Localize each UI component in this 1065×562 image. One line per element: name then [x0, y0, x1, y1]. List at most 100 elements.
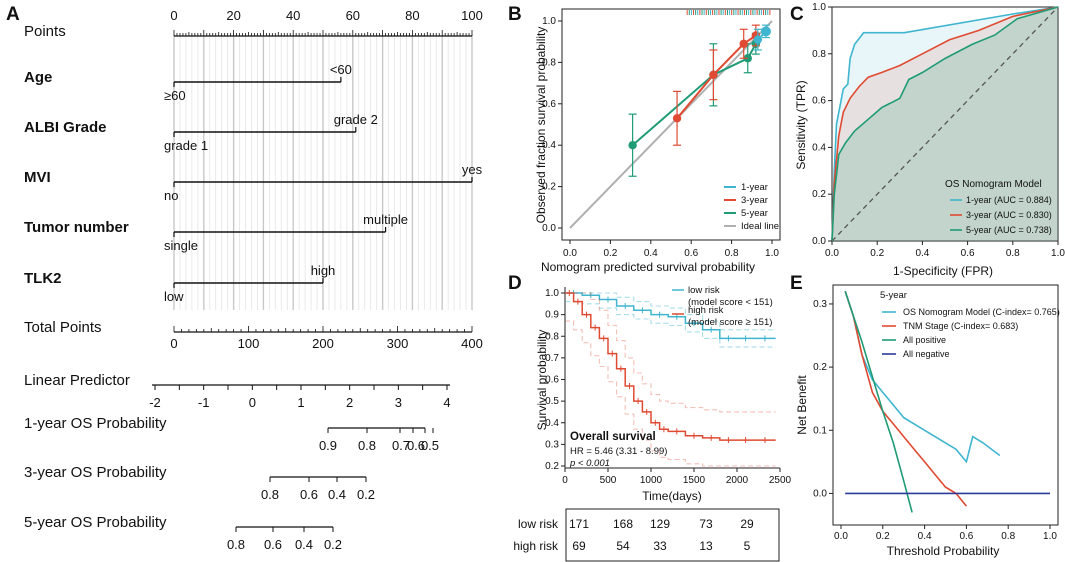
calibration-point — [760, 26, 771, 37]
panel-c-roc: C 0.00.0 0.2 0.2 0.4 0.4 0.6 0.6 0.8 0.8 1.0 1.0 1-S… — [790, 2, 1065, 278]
probability-tick-label: 0.2 — [324, 537, 342, 552]
y-tick-label: 0.2 — [813, 362, 827, 373]
hr-annotation: HR = 5.46 (3.31 - 8.99) — [570, 446, 667, 457]
panel-d-kaplan-meier: D 0.2 0.3 0.4 0.5 0.6 0.7 0.8 0.9 1.0 0 500 1000 1500… — [508, 273, 792, 562]
y-tick-label: 0.6 — [812, 96, 826, 107]
y-tick-label: 0.8 — [812, 49, 826, 60]
legend-label: 3-year (AUC = 0.830) — [966, 210, 1052, 220]
risk-table-count: 13 — [699, 539, 713, 553]
y-tick-label: 0.0 — [812, 236, 826, 247]
y-tick-label: 1.0 — [545, 288, 559, 299]
level-label: low — [164, 289, 184, 304]
row-label: TLK2 — [24, 270, 62, 287]
level-label: single — [164, 238, 198, 253]
row-label: MVI — [24, 169, 51, 186]
total-points-tick-label: 0 — [170, 336, 177, 351]
total-points-tick-label: 400 — [461, 336, 483, 351]
row-label: 1-year OS Probability — [24, 415, 167, 432]
calibration-point — [739, 39, 748, 48]
net-benefit-curve — [844, 291, 913, 513]
legend-title: 5-year — [880, 290, 907, 301]
y-tick-label: 0.4 — [812, 142, 826, 153]
probability-tick-label: 0.9 — [319, 438, 337, 453]
legend-title: OS Nomogram Model — [945, 179, 1042, 190]
x-tick-label: 0.4 — [918, 531, 932, 542]
points-tick-label: 40 — [286, 8, 300, 23]
calibration-line — [631, 43, 757, 146]
x-tick-label: 0.0 — [825, 248, 839, 259]
x-tick-label: 0.4 — [915, 248, 929, 259]
roc-curve — [831, 6, 1059, 242]
x-tick-label: 1.0 — [1051, 248, 1065, 259]
risk-table-count: 73 — [699, 517, 713, 531]
calibration-point — [709, 70, 718, 80]
x-tick-label: 0.4 — [644, 248, 658, 259]
probability-tick-label: 0.8 — [227, 537, 245, 552]
x-tick-label: 0.6 — [684, 248, 698, 259]
panel-b-calibration: B 0.0 0.0 0.2 0.2 0.4 0.4 0.6 0.6 0.8 0.8 1.0 1.0 Nom… — [508, 4, 781, 274]
points-tick-label: 60 — [346, 8, 360, 23]
y-tick-label: 0.3 — [813, 299, 827, 310]
probability-tick-label: 0.8 — [358, 438, 376, 453]
x-tick-label: 2000 — [726, 475, 749, 486]
x-axis-label: Threshold Probability — [887, 544, 1000, 558]
x-tick-label: 0.2 — [603, 248, 617, 259]
legend-label: 5-year (AUC = 0.738) — [966, 225, 1052, 235]
level-label: no — [164, 188, 178, 203]
legend-label: Ideal line — [741, 221, 779, 232]
legend-label: (model score < 151) — [688, 297, 773, 308]
level-label: grade 2 — [334, 112, 378, 127]
panel-label-e: E — [790, 273, 803, 294]
calibration-point — [672, 114, 682, 123]
y-axis-label: Net Benefit — [795, 375, 809, 435]
total-points-tick-label: 100 — [238, 336, 260, 351]
row-label: Tumor number — [24, 219, 129, 236]
risk-table-count: 168 — [613, 517, 633, 531]
x-tick-label: 0.2 — [876, 531, 890, 542]
risk-table-row-label: low risk — [518, 517, 559, 531]
probability-tick-label: 0.7 — [392, 438, 410, 453]
linear-predictor-tick-label: 4 — [443, 395, 450, 410]
confidence-bound — [565, 320, 776, 467]
x-tick-label: 0.2 — [870, 248, 884, 259]
calibration-point — [753, 35, 763, 44]
panel-label-c: C — [790, 4, 804, 25]
row-label: Linear Predictor — [24, 372, 130, 389]
x-tick-label: 0.8 — [1001, 531, 1015, 542]
points-tick-label: 100 — [461, 8, 483, 23]
x-tick-label: 0.6 — [961, 248, 975, 259]
roc-curve — [831, 6, 1059, 242]
x-tick-label: 2500 — [769, 475, 792, 486]
legend-label: 1-year (AUC = 0.884) — [966, 195, 1052, 205]
x-tick-label: 1500 — [683, 475, 706, 486]
panel-label-d: D — [508, 273, 522, 294]
x-tick-label: 0.6 — [959, 531, 973, 542]
level-label: grade 1 — [164, 138, 208, 153]
row-label: 3-year OS Probability — [24, 464, 167, 481]
risk-table-count: 129 — [650, 517, 670, 531]
probability-tick-label: 0.2 — [357, 487, 375, 502]
y-axis-label: Observed fraction survival probability — [534, 27, 548, 224]
y-tick-label: 0.3 — [545, 439, 559, 450]
y-tick-label: 0.2 — [545, 461, 559, 472]
level-label: multiple — [363, 212, 408, 227]
x-tick-label: 1000 — [640, 475, 663, 486]
row-label: Total Points — [24, 319, 102, 336]
y-tick-label: 0.5 — [545, 396, 559, 407]
row-label: Points — [24, 23, 66, 40]
risk-table-count: 5 — [744, 539, 751, 553]
panel-e-decision-curve: E 0.0 0.2 0.4 0.6 0.8 1.0 0.0 0.1 0.2 0.3 Threshold… — [790, 273, 1060, 558]
confidence-bound — [565, 292, 776, 413]
probability-tick-label: 0.4 — [295, 537, 313, 552]
y-tick-label: 0.1 — [813, 425, 827, 436]
row-label: 5-year OS Probability — [24, 514, 167, 531]
risk-table-count: 171 — [569, 517, 589, 531]
y-tick-label: 0.0 — [542, 223, 556, 234]
net-benefit-curve — [844, 291, 968, 507]
legend-label: low risk — [688, 285, 720, 296]
probability-tick-label: 0.5 — [421, 438, 439, 453]
level-label: <60 — [330, 62, 352, 77]
probability-tick-label: 0.4 — [328, 487, 346, 502]
x-tick-label: 0.8 — [1006, 248, 1020, 259]
net-benefit-curve — [844, 291, 1001, 464]
